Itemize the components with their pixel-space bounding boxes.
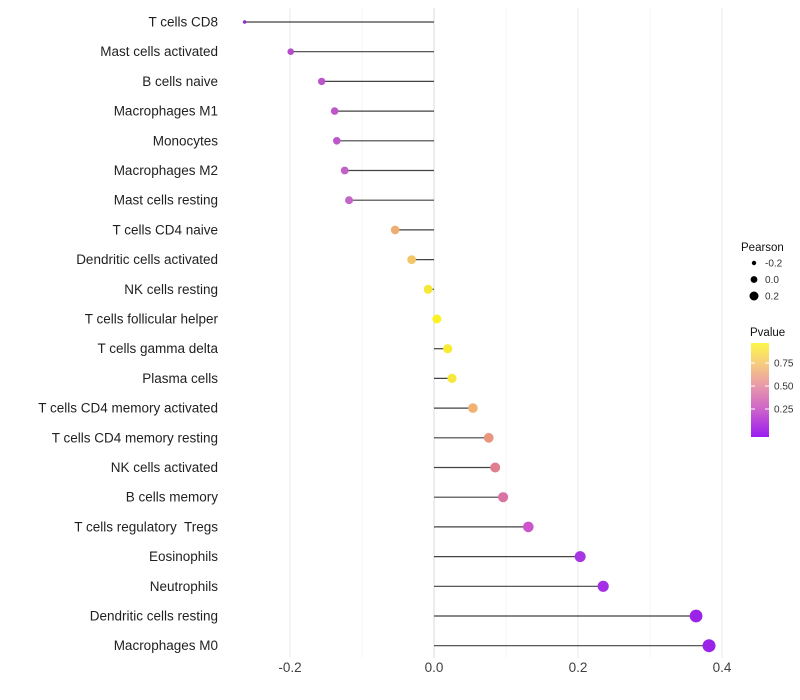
y-axis-label: Macrophages M2 [114,163,218,178]
y-axis-label: T cells CD4 memory activated [38,401,218,416]
y-axis-label: Neutrophils [150,579,219,594]
lollipop-dot [490,462,501,473]
lollipop-dot [390,225,400,235]
y-axis-label: T cells CD4 naive [112,222,218,237]
y-axis-label: NK cells activated [111,460,218,475]
lollipop-dot [702,639,716,653]
y-axis-label: Macrophages M1 [114,104,218,119]
legend-size-label: -0.2 [765,259,783,270]
lollipop-dot [689,609,703,623]
colorbar-tick-label: 0.75 [774,359,794,370]
y-axis-label: T cells CD4 memory resting [52,430,218,445]
lollipop-dot [597,580,609,592]
lollipop-dot [483,432,494,443]
lollipop-dot [468,403,478,413]
colorbar-tick-label: 0.25 [774,405,794,416]
legend-size-dot [750,276,758,283]
y-axis-label: NK cells resting [124,282,218,297]
lollipop-dot [523,521,534,533]
lollipop-dot [498,492,509,503]
lollipop-dot [242,20,247,24]
y-axis-label: B cells naive [142,74,218,89]
lollipop-dot [317,77,326,86]
y-axis-label: Mast cells resting [114,193,218,208]
x-tick-label: -0.2 [278,660,301,675]
y-axis-label: Dendritic cells resting [90,609,218,624]
legend-size-dot [751,260,757,266]
lollipop-dot [574,551,586,563]
y-axis-label: Macrophages M0 [114,638,218,653]
x-tick-label: 0.4 [713,660,732,675]
legend-size-label: 0.2 [765,292,779,303]
legend-size-label: 0.0 [765,275,779,286]
lollipop-dot [432,314,442,324]
y-axis-label: T cells CD8 [148,15,218,30]
lollipop-dot [345,196,354,205]
lollipop-dot [333,137,341,145]
y-axis-label: Eosinophils [149,549,218,564]
lollipop-dot [330,107,339,115]
y-axis-label: Monocytes [153,133,219,148]
x-tick-label: 0.2 [569,660,588,675]
x-tick-label: 0.0 [425,660,444,675]
y-axis-label: T cells gamma delta [97,341,218,356]
y-axis-label: T cells regulatory Tregs [74,519,218,534]
pvalue-colorbar [751,343,769,437]
lollipop-dot [287,48,295,55]
lollipop-dot [447,373,457,383]
legend-pearson-title: Pearson [741,242,784,254]
lollipop-dot [340,166,349,175]
lollipop-dot [443,344,453,354]
colorbar-tick-label: 0.50 [774,382,794,393]
y-axis-label: Dendritic cells activated [76,252,218,267]
y-axis-label: Plasma cells [142,371,218,386]
legend-pvalue-title: Pvalue [750,327,785,339]
legend-size-dot [749,291,759,301]
y-axis-label: Mast cells activated [100,44,218,59]
lollipop-dot [423,284,433,294]
lollipop-dot [407,255,417,264]
y-axis-label: T cells follicular helper [85,312,219,327]
y-axis-label: B cells memory [126,490,219,505]
